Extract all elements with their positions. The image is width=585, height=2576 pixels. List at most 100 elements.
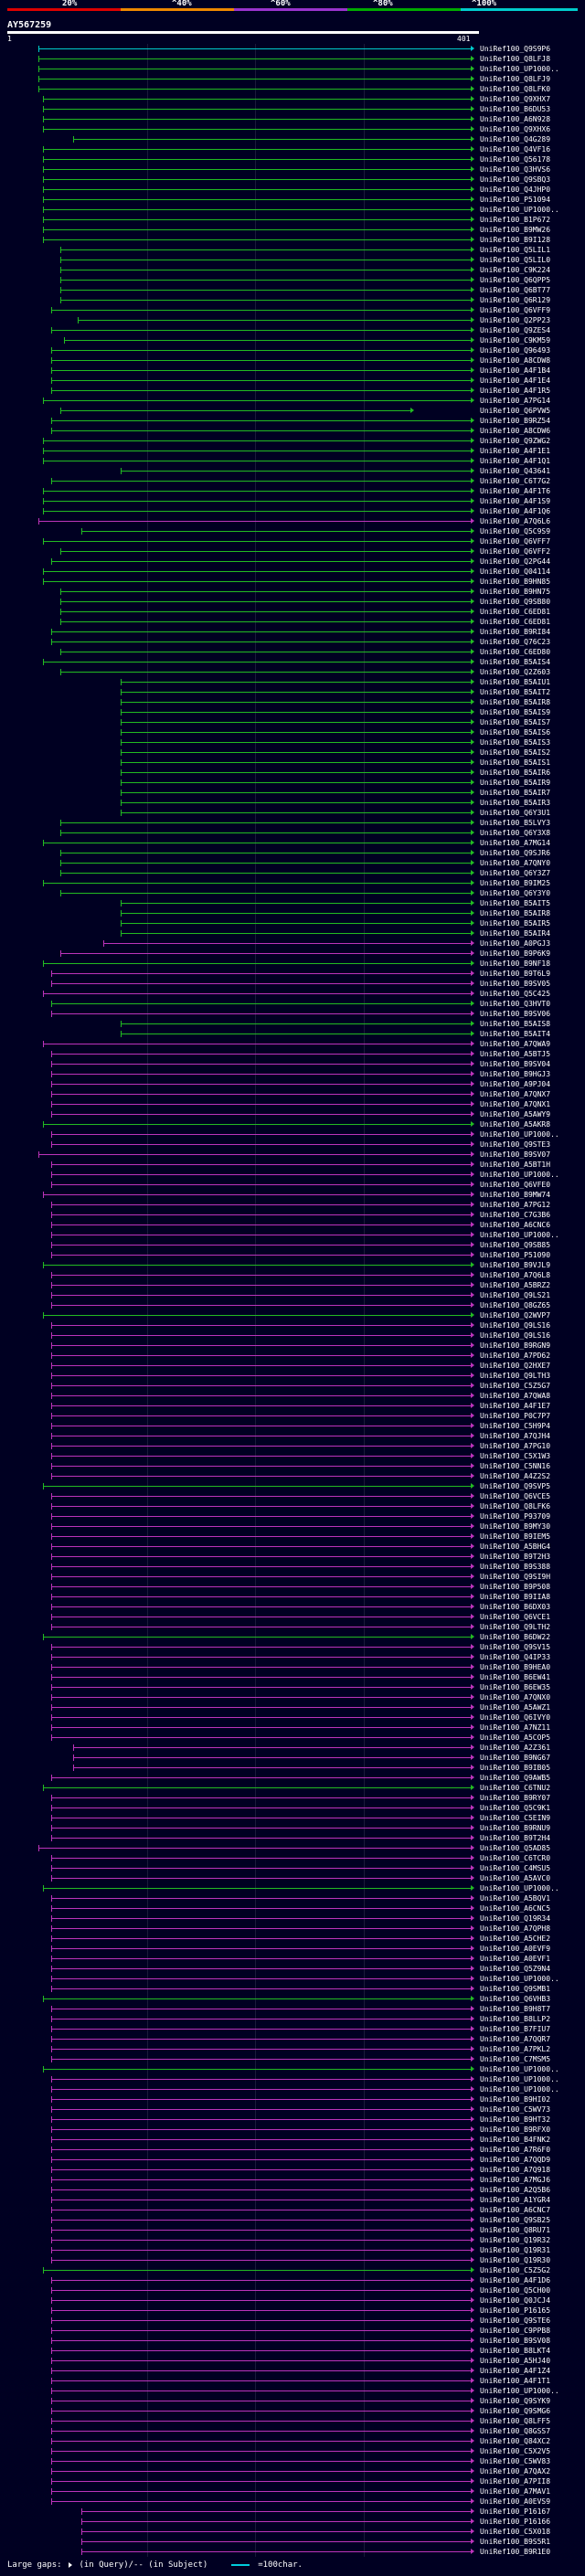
hit-row[interactable]: UniRef100_Q2PP23 <box>0 315 585 325</box>
hit-name[interactable]: UniRef100_B5AIR6 <box>480 769 551 777</box>
hit-row[interactable]: UniRef100_B9H8T7 <box>0 2004 585 2014</box>
hit-name[interactable]: UniRef100_B9IEM5 <box>480 1532 551 1541</box>
hit-row[interactable]: UniRef100_B6EW35 <box>0 1682 585 1692</box>
hit-row[interactable]: UniRef100_B9SV05 <box>0 979 585 989</box>
hit-row[interactable]: UniRef100_Q9SB80 <box>0 597 585 607</box>
hit-row[interactable]: UniRef100_Q8GSS7 <box>0 2426 585 2436</box>
hit-name[interactable]: UniRef100_A7QJH4 <box>480 1432 551 1440</box>
hit-row[interactable]: UniRef100_A7Q6L8 <box>0 1270 585 1280</box>
hit-name[interactable]: UniRef100_A7NZ11 <box>480 1723 551 1732</box>
hit-name[interactable]: UniRef100_Q8LFF5 <box>480 2417 551 2425</box>
hit-name[interactable]: UniRef100_A4F1E4 <box>480 376 551 385</box>
hit-name[interactable]: UniRef100_Q5LIL1 <box>480 246 551 254</box>
hit-row[interactable]: UniRef100_Q19R30 <box>0 2255 585 2265</box>
hit-name[interactable]: UniRef100_A7MAV1 <box>480 2487 551 2496</box>
hit-name[interactable]: UniRef100_B9SV05 <box>480 980 551 988</box>
hit-row[interactable]: UniRef100_Q6BT77 <box>0 285 585 295</box>
hit-row[interactable]: UniRef100_Q9XHX7 <box>0 94 585 104</box>
hit-name[interactable]: UniRef100_A5HJ40 <box>480 2357 551 2365</box>
hit-row[interactable]: UniRef100_B9RFX0 <box>0 2125 585 2135</box>
hit-row[interactable]: UniRef100_Q9SYK9 <box>0 2396 585 2406</box>
hit-row[interactable]: UniRef100_A5BT1H <box>0 1160 585 1170</box>
hit-name[interactable]: UniRef100_A8CDW6 <box>480 427 551 435</box>
hit-row[interactable]: UniRef100_Q6QPP5 <box>0 275 585 285</box>
hit-row[interactable]: UniRef100_B5AIT4 <box>0 1029 585 1039</box>
hit-row[interactable]: UniRef100_A7QWA9 <box>0 1039 585 1049</box>
hit-row[interactable]: UniRef100_C5X018 <box>0 2527 585 2537</box>
hit-name[interactable]: UniRef100_B5AIR7 <box>480 789 551 797</box>
hit-row[interactable]: UniRef100_A5AVC0 <box>0 1873 585 1883</box>
hit-name[interactable]: UniRef100_UP1000.. <box>480 65 559 73</box>
hit-name[interactable]: UniRef100_A5BQV1 <box>480 1894 551 1903</box>
hit-name[interactable]: UniRef100_A4F1T6 <box>480 487 551 495</box>
hit-row[interactable]: UniRef100_Q8LFJ8 <box>0 54 585 64</box>
hit-name[interactable]: UniRef100_C9PPB8 <box>480 2327 551 2335</box>
hit-name[interactable]: UniRef100_B9I128 <box>480 236 551 244</box>
hit-row[interactable]: UniRef100_Q9LS21 <box>0 1290 585 1300</box>
hit-name[interactable]: UniRef100_B9P508 <box>480 1583 551 1591</box>
hit-name[interactable]: UniRef100_A4F1D6 <box>480 2276 551 2284</box>
hit-row[interactable]: UniRef100_B9IEM5 <box>0 1532 585 1542</box>
hit-name[interactable]: UniRef100_Q4IP33 <box>480 1653 551 1661</box>
hit-name[interactable]: UniRef100_P93709 <box>480 1512 551 1521</box>
hit-row[interactable]: UniRef100_Q0JCJ4 <box>0 2295 585 2306</box>
hit-name[interactable]: UniRef100_A5BHG4 <box>480 1542 551 1551</box>
hit-row[interactable]: UniRef100_A6CNC5 <box>0 1903 585 1913</box>
hit-row[interactable]: UniRef100_B9IM25 <box>0 878 585 888</box>
hit-row[interactable]: UniRef100_A4F1Q1 <box>0 456 585 466</box>
hit-name[interactable]: UniRef100_B8LLP2 <box>480 2015 551 2023</box>
hit-row[interactable]: UniRef100_Q19R31 <box>0 2245 585 2255</box>
hit-row[interactable]: UniRef100_Q5C9K1 <box>0 1803 585 1813</box>
hit-name[interactable]: UniRef100_A7QQD9 <box>480 2156 551 2164</box>
hit-row[interactable]: UniRef100_Q6PVW5 <box>0 406 585 416</box>
hit-row[interactable]: UniRef100_B9T2H3 <box>0 1552 585 1562</box>
hit-row[interactable]: UniRef100_B9T2H4 <box>0 1833 585 1843</box>
hit-name[interactable]: UniRef100_Q5CH00 <box>480 2286 551 2295</box>
hit-row[interactable]: UniRef100_UP1000.. <box>0 1883 585 1893</box>
hit-name[interactable]: UniRef100_A4Z2S2 <box>480 1472 551 1480</box>
hit-row[interactable]: UniRef100_B6DX03 <box>0 1602 585 1612</box>
hit-row[interactable]: UniRef100_Q96493 <box>0 345 585 355</box>
hit-name[interactable]: UniRef100_A2Z361 <box>480 1744 551 1752</box>
hit-row[interactable]: UniRef100_A4F1Q6 <box>0 506 585 516</box>
hit-row[interactable]: UniRef100_B9SV07 <box>0 1150 585 1160</box>
hit-name[interactable]: UniRef100_Q6PVW5 <box>480 407 551 415</box>
hit-name[interactable]: UniRef100_A0EVF9 <box>480 1945 551 1953</box>
hit-row[interactable]: UniRef100_A7PD62 <box>0 1351 585 1361</box>
hit-name[interactable]: UniRef100_C6ED81 <box>480 608 551 616</box>
hit-row[interactable]: UniRef100_A7PG10 <box>0 1441 585 1451</box>
hit-name[interactable]: UniRef100_UP1000.. <box>480 2065 559 2073</box>
hit-name[interactable]: UniRef100_A5AKR8 <box>480 1120 551 1129</box>
hit-row[interactable]: UniRef100_Q56178 <box>0 154 585 164</box>
hit-name[interactable]: UniRef100_Q9S9P6 <box>480 45 551 53</box>
hit-row[interactable]: UniRef100_B5AIS6 <box>0 727 585 737</box>
hit-name[interactable]: UniRef100_B5AIS8 <box>480 1020 551 1028</box>
hit-row[interactable]: UniRef100_UP1000.. <box>0 64 585 74</box>
hit-name[interactable]: UniRef100_C6ED81 <box>480 618 551 626</box>
hit-row[interactable]: UniRef100_B5AIS9 <box>0 707 585 717</box>
hit-row[interactable]: UniRef100_A4F1E7 <box>0 1401 585 1411</box>
hit-row[interactable]: UniRef100_B9RGN9 <box>0 1341 585 1351</box>
hit-row[interactable]: UniRef100_UP1000.. <box>0 2064 585 2074</box>
hit-row[interactable]: UniRef100_A7QQD9 <box>0 2155 585 2165</box>
hit-row[interactable]: UniRef100_Q04114 <box>0 567 585 577</box>
hit-row[interactable]: UniRef100_UP1000.. <box>0 2084 585 2094</box>
hit-name[interactable]: UniRef100_C5H9P4 <box>480 1422 551 1430</box>
hit-name[interactable]: UniRef100_Q5Z9N4 <box>480 1965 551 1973</box>
hit-row[interactable]: UniRef100_A2Q5B6 <box>0 2185 585 2195</box>
hit-row[interactable]: UniRef100_B9SV08 <box>0 2336 585 2346</box>
hit-row[interactable]: UniRef100_Q9S9P6 <box>0 44 585 54</box>
hit-row[interactable]: UniRef100_Q8LFK0 <box>0 84 585 94</box>
hit-row[interactable]: UniRef100_B9MW74 <box>0 1190 585 1200</box>
hit-row[interactable]: UniRef100_C7G3B6 <box>0 1210 585 1220</box>
hit-name[interactable]: UniRef100_Q9LS16 <box>480 1321 551 1330</box>
hit-row[interactable]: UniRef100_A5BQV1 <box>0 1893 585 1903</box>
hit-row[interactable]: UniRef100_B9RY07 <box>0 1793 585 1803</box>
hit-name[interactable]: UniRef100_Q9SI9H <box>480 1573 551 1581</box>
hit-row[interactable]: UniRef100_Q19R32 <box>0 2235 585 2245</box>
hit-name[interactable]: UniRef100_B9RY07 <box>480 1794 551 1802</box>
hit-name[interactable]: UniRef100_Q6VCE1 <box>480 1613 551 1621</box>
hit-row[interactable]: UniRef100_Q4IP33 <box>0 1652 585 1662</box>
hit-row[interactable]: UniRef100_A5AWY9 <box>0 1109 585 1119</box>
hit-row[interactable]: UniRef100_Q2HXE7 <box>0 1361 585 1371</box>
